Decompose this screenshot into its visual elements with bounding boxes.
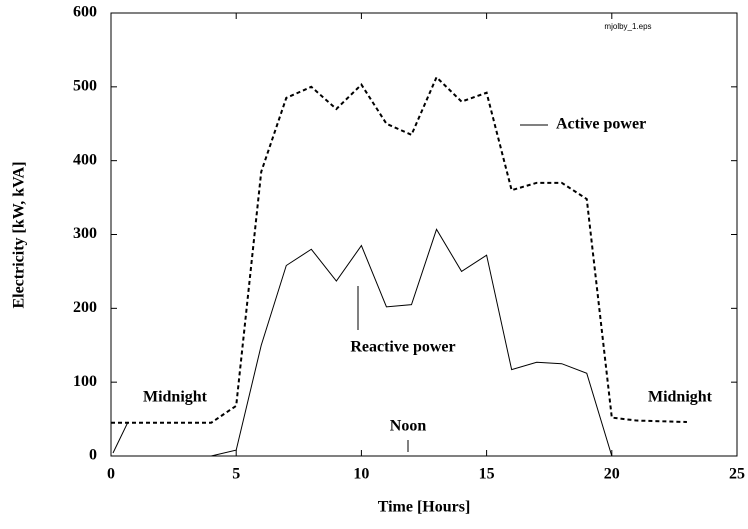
leader-line	[112, 421, 129, 454]
annotation: Midnight	[143, 389, 208, 406]
y-axis-label: Electricity [kW, kVA]	[11, 161, 28, 308]
file-label: mjolby_1.eps	[604, 22, 651, 31]
series-line	[111, 228, 687, 457]
x-axis-label: Time [Hours]	[378, 499, 471, 516]
annotation: Midnight	[648, 389, 713, 406]
y-tick-label: 600	[73, 4, 97, 21]
x-tick-label: 20	[604, 466, 620, 483]
series-label: Active power	[556, 116, 646, 133]
x-tick-label: 25	[729, 466, 745, 483]
series-label: Reactive power	[350, 339, 455, 356]
annotation: Noon	[390, 418, 427, 435]
y-tick-label: 0	[89, 447, 97, 464]
x-tick-label: 10	[353, 466, 369, 483]
y-tick-label: 200	[73, 299, 97, 316]
y-tick-label: 400	[73, 151, 97, 168]
y-tick-label: 300	[73, 225, 97, 242]
y-tick-label: 500	[73, 78, 97, 95]
x-tick-label: 0	[107, 466, 115, 483]
y-tick-label: 100	[73, 373, 97, 390]
series-line	[111, 75, 687, 424]
x-tick-label: 15	[479, 466, 495, 483]
x-tick-label: 5	[232, 466, 240, 483]
